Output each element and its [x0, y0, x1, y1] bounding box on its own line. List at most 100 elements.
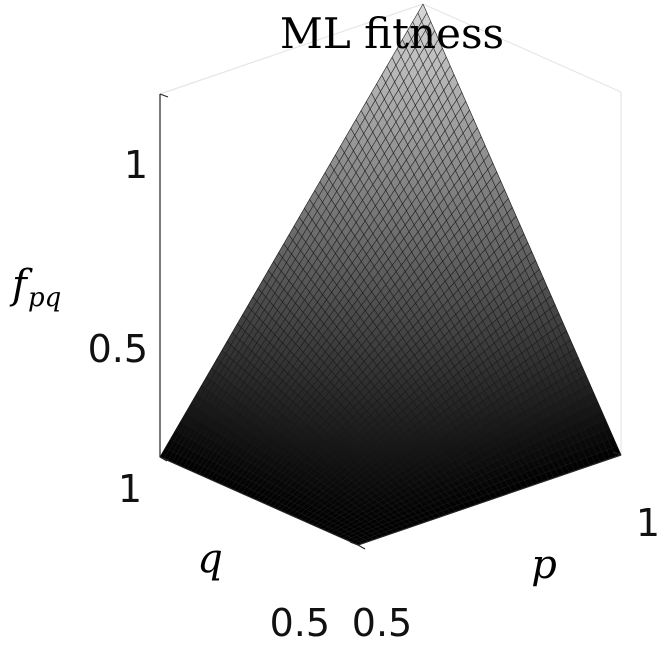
mesh-line: [345, 137, 544, 482]
mesh-line: [237, 323, 436, 519]
mesh-line: [256, 224, 521, 501]
mesh-line: [171, 30, 435, 463]
mesh-line: [179, 48, 443, 466]
mesh-line: [335, 154, 534, 486]
mesh-line: [350, 128, 550, 480]
mesh-line: [295, 313, 560, 518]
mesh-line: [264, 242, 529, 504]
mesh-line: [247, 305, 446, 516]
mesh-line: [252, 296, 452, 514]
box-edge: [159, 3, 424, 95]
mesh-line: [276, 269, 540, 510]
mesh-line: [284, 286, 548, 513]
mesh-line: [273, 261, 472, 507]
mesh-line: [315, 357, 579, 527]
mesh-line: [365, 101, 565, 475]
y-tick-mark: [357, 544, 366, 550]
z-tick-0.5: 0.5: [88, 327, 148, 371]
mesh-line: [350, 436, 614, 542]
mesh-line: [322, 375, 587, 530]
mesh-line: [182, 56, 447, 468]
mesh-line: [272, 260, 536, 508]
mesh-line: [249, 207, 513, 497]
z-tick-mark: [159, 93, 169, 98]
mesh-line: [201, 385, 400, 532]
axes-lines: [159, 93, 622, 550]
y-axis-label: q: [197, 536, 223, 582]
mesh-line: [167, 21, 432, 461]
mesh-line: [311, 348, 575, 525]
y-axis-line: [159, 456, 359, 546]
mesh-line: [225, 154, 490, 487]
mesh-line: [206, 376, 405, 530]
mesh-line: [262, 279, 462, 510]
mesh-line: [260, 233, 525, 503]
mesh-line: [185, 412, 384, 537]
mesh-line: [170, 438, 369, 542]
z-axis-label-sub: pq: [28, 283, 61, 313]
mesh-line: [216, 359, 415, 526]
mesh-line: [198, 92, 463, 475]
mesh-line: [353, 445, 618, 544]
mesh-line: [206, 109, 470, 478]
z-tick-1: 1: [124, 143, 148, 187]
mesh-line: [202, 101, 466, 477]
mesh-line: [422, 3, 622, 456]
mesh-line: [334, 401, 598, 535]
mesh-line: [293, 225, 493, 500]
mesh-line: [340, 145, 539, 484]
mesh-line: [186, 65, 451, 470]
mesh-line: [303, 330, 567, 522]
mesh-line: [242, 314, 441, 518]
mesh-line: [226, 341, 426, 523]
x-tick-0.5: 0.5: [352, 601, 412, 645]
mesh-line: [221, 145, 486, 485]
mesh-line: [346, 428, 610, 541]
mesh-line: [217, 136, 482, 484]
mesh-line: [326, 383, 591, 532]
mesh-line: [329, 163, 529, 487]
mesh-line: [221, 350, 421, 525]
mesh-line: [180, 421, 379, 539]
mesh-line: [309, 199, 508, 495]
mesh-line: [190, 74, 455, 471]
mesh-line: [175, 430, 374, 541]
x-tick-1: 1: [636, 501, 660, 545]
box-edge: [422, 3, 622, 93]
mesh-line: [278, 252, 477, 505]
mesh-line: [245, 198, 509, 496]
mesh-line: [299, 322, 563, 520]
mesh-line: [298, 216, 498, 498]
mesh-line: [319, 181, 519, 491]
mesh-line: [386, 66, 586, 468]
mesh-line: [287, 295, 552, 515]
y-tick-1: 1: [118, 467, 142, 511]
x-tick-mark: [612, 451, 622, 456]
mesh-line: [165, 447, 364, 544]
mesh-line: [391, 57, 591, 466]
mesh-line: [417, 12, 617, 457]
mesh-line: [268, 251, 532, 506]
x-tick-mark: [349, 541, 359, 546]
surface: [159, 3, 622, 546]
mesh-line: [229, 162, 494, 489]
x-axis-label: p: [531, 542, 557, 588]
mesh-line: [257, 288, 457, 512]
mesh-line: [283, 243, 483, 503]
mesh-line: [307, 339, 571, 523]
mesh-line: [355, 119, 555, 479]
y-tick-mark: [159, 456, 168, 462]
mesh-line: [194, 83, 459, 473]
mesh-line: [175, 39, 439, 465]
chart-title: ML fitness: [280, 9, 504, 58]
mesh-line: [214, 127, 478, 482]
mesh-line: [231, 332, 431, 521]
mesh-line: [396, 48, 596, 464]
mesh-line: [412, 21, 612, 459]
surface-mesh: [159, 3, 622, 546]
mesh-line: [280, 277, 544, 511]
mesh-line: [330, 392, 594, 534]
mesh-line: [338, 410, 602, 537]
